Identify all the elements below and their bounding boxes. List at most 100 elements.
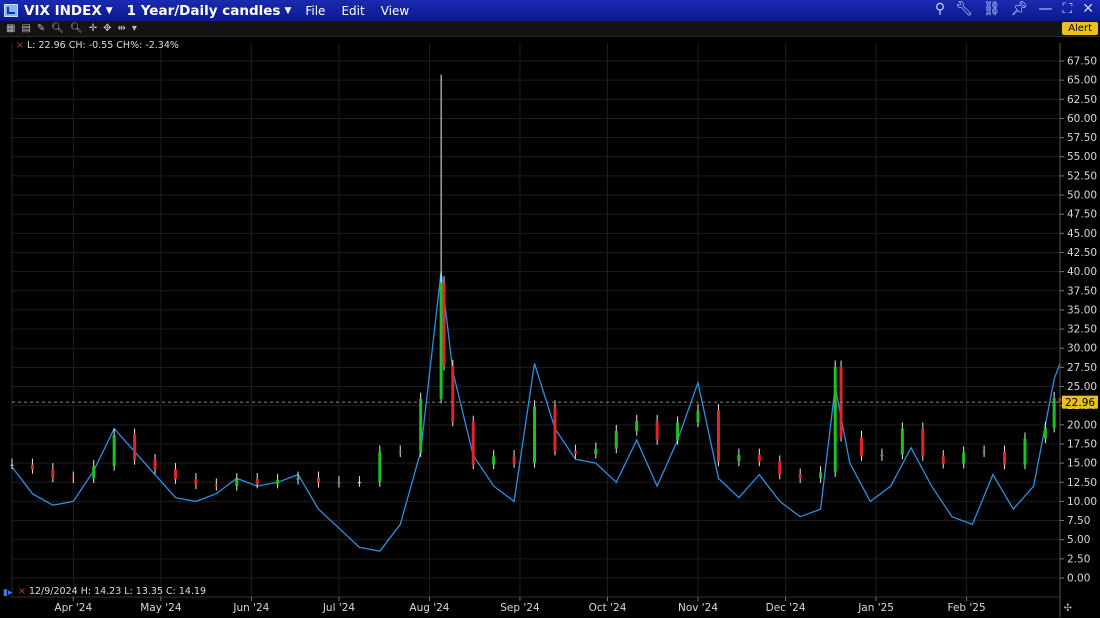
candle-body	[757, 454, 761, 462]
candle-body	[921, 428, 925, 457]
table-icon[interactable]: ▤	[21, 23, 31, 34]
price-chart[interactable]: 0.00 2.50 5.00 7.50 10.00 12.50 15.00 17.50 20.0…	[0, 37, 1100, 618]
candle-body	[235, 479, 239, 487]
candle-body	[1052, 398, 1056, 428]
link-icon[interactable]: ⛓	[982, 1, 1001, 17]
y-tick-label: 12.50	[1067, 477, 1097, 489]
minimize-icon[interactable]: —	[1038, 1, 1053, 17]
candle-body	[962, 452, 966, 464]
zoom-in-icon[interactable]: 🔍︎	[51, 23, 64, 34]
zoom-out-icon[interactable]: 🔍︎	[70, 23, 83, 34]
x-tick-label: Aug '24	[409, 602, 449, 614]
candle-body	[276, 479, 280, 484]
close-icon[interactable]: ×	[16, 40, 24, 51]
candle-body	[71, 477, 75, 479]
candle-body	[296, 477, 300, 480]
pin-icon[interactable]: 📌︎	[1010, 1, 1029, 17]
y-tick-label: 10.00	[1067, 496, 1097, 508]
y-tick-label: 32.50	[1067, 324, 1097, 336]
chevron-down-icon: ▼	[284, 5, 292, 16]
x-tick-label: Oct '24	[589, 602, 627, 614]
candle-body	[1043, 427, 1047, 439]
data-readout-top: × L: 22.96 CH: -0.55 CH%: -2.34%	[16, 40, 179, 51]
title-bar: VIX INDEX ▼ 1 Year/Daily candles ▼ File …	[0, 0, 1100, 21]
period-selector[interactable]: 1 Year/Daily candles ▼	[127, 3, 292, 19]
candle-body	[594, 448, 598, 454]
candle-body	[442, 282, 446, 366]
candle-body	[419, 398, 423, 453]
alert-button[interactable]: Alert	[1062, 22, 1098, 35]
menu-file[interactable]: File	[305, 3, 326, 18]
overlay-series-line	[11, 271, 1061, 552]
draw-icon[interactable]: ✎	[36, 23, 46, 34]
candle-body	[859, 437, 863, 457]
candle-body	[255, 479, 259, 484]
move-icon[interactable]: ✥	[103, 23, 112, 34]
candle-body	[880, 454, 884, 457]
candle-body	[655, 420, 659, 441]
y-tick-label: 30.00	[1067, 343, 1097, 355]
more-dropdown-icon[interactable]: ▾	[131, 23, 137, 34]
candle-body	[398, 451, 402, 453]
candle-body	[317, 477, 321, 484]
candle-body	[378, 451, 382, 483]
candle-body	[716, 410, 720, 462]
candle-body	[614, 430, 618, 449]
y-tick-label: 35.00	[1067, 304, 1097, 316]
candle-body	[982, 451, 986, 453]
chevron-down-icon: ▼	[105, 5, 113, 16]
wrench-icon[interactable]: 🔧︎	[955, 1, 973, 17]
candle-body	[451, 365, 455, 422]
axis-settings-icon[interactable]: ✣	[1063, 603, 1072, 614]
candle-body	[778, 461, 782, 475]
candle-body	[51, 469, 55, 478]
crosshair-icon[interactable]: ✛	[88, 23, 98, 34]
y-tick-label: 25.00	[1067, 381, 1097, 393]
candle-body	[533, 406, 537, 464]
maximize-icon[interactable]: ⛶	[1062, 1, 1073, 17]
candle-body	[173, 469, 177, 480]
candle-body	[214, 484, 218, 487]
y-tick-label: 52.50	[1067, 170, 1097, 182]
candle-body	[676, 422, 680, 441]
x-tick-label: Jun '24	[232, 602, 269, 614]
candle-body	[492, 456, 496, 465]
search-icon[interactable]: ⚲	[934, 1, 946, 17]
y-tick-label: 2.50	[1067, 553, 1090, 565]
chart-area[interactable]: 0.00 2.50 5.00 7.50 10.00 12.50 15.00 17.50 20.0…	[0, 37, 1100, 618]
candle-body	[1023, 438, 1027, 465]
y-tick-label: 47.50	[1067, 209, 1097, 221]
candle-body	[471, 421, 475, 465]
last-price-tag	[1062, 395, 1098, 409]
candle-body	[798, 474, 802, 479]
grid-icon[interactable]: ▦	[6, 23, 16, 34]
y-tick-label: 40.00	[1067, 266, 1097, 278]
candle-body	[92, 466, 96, 479]
candle-body	[30, 464, 34, 470]
y-tick-label: 62.50	[1067, 94, 1097, 106]
close-icon[interactable]: ×	[18, 586, 26, 597]
y-tick-label: 20.00	[1067, 419, 1097, 431]
x-tick-label: Feb '25	[947, 602, 985, 614]
x-tick-label: May '24	[140, 602, 182, 614]
candle-body	[553, 406, 557, 451]
candle-body	[153, 460, 157, 470]
candle-body	[194, 479, 198, 485]
candle-body	[512, 456, 516, 464]
panel-toggle-icon[interactable]: ▮▸	[3, 588, 13, 598]
symbol-selector[interactable]: VIX INDEX ▼	[24, 3, 113, 19]
candle-body	[635, 420, 639, 431]
candle-body	[337, 482, 341, 484]
candle-body	[573, 450, 577, 454]
y-tick-label: 57.50	[1067, 132, 1097, 144]
data-readout-bottom: × 12/9/2024 H: 14.23 L: 13.35 C: 14.19	[18, 586, 206, 597]
menu-edit[interactable]: Edit	[341, 3, 365, 18]
y-tick-label: 45.00	[1067, 228, 1097, 240]
menu-view[interactable]: View	[380, 3, 410, 18]
scroll-icon[interactable]: ⇹	[117, 23, 126, 34]
candle-body	[112, 434, 116, 467]
y-tick-label: 55.00	[1067, 151, 1097, 163]
close-icon[interactable]: ✕	[1082, 1, 1094, 17]
candle-body	[941, 456, 945, 464]
y-tick-label: 37.50	[1067, 285, 1097, 297]
